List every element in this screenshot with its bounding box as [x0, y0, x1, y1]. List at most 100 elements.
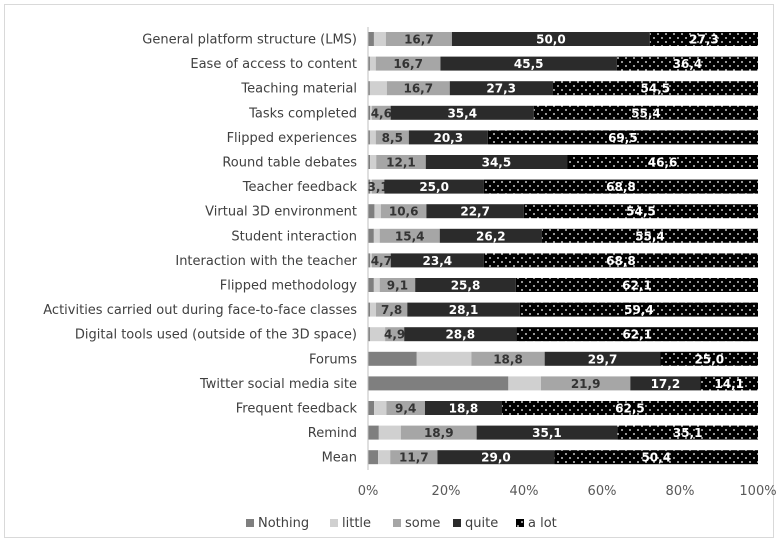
bar-segment-quite — [384, 179, 484, 194]
bar-segment-some — [376, 302, 408, 317]
bar-segment-some — [386, 81, 450, 96]
bar-segment-some — [471, 351, 545, 366]
data-label: 10,6 — [389, 205, 419, 219]
x-axis: 0% 20% 40% 60% 80% 100% — [358, 27, 777, 499]
bar-segment-quite — [408, 130, 488, 145]
data-label: 25,0 — [419, 180, 449, 194]
bar-segment-quite — [424, 401, 502, 415]
bar-segment-a-lot — [523, 204, 758, 219]
category-label: Flipped experiences — [227, 131, 358, 146]
x-tick-label: 80% — [666, 484, 695, 499]
bar-segment-quite — [544, 351, 661, 366]
bar-segment-nothing — [368, 425, 379, 440]
bar-segment-nothing — [368, 81, 370, 96]
legend-swatch — [330, 519, 338, 527]
data-label: 59,4 — [624, 303, 654, 317]
category-label: Ease of access to content — [190, 57, 357, 72]
bar-segment-nothing — [368, 32, 374, 46]
data-label: 29,7 — [588, 352, 618, 366]
bar-segment-a-lot — [552, 81, 758, 96]
category-label: Twitter social media site — [199, 377, 357, 392]
bar-segment-a-lot — [516, 327, 758, 342]
bar-segment-quite — [449, 81, 553, 96]
bar-segment-little — [416, 351, 472, 366]
x-tick-label: 60% — [588, 484, 617, 499]
legend: Nothing little some quite a lot — [246, 516, 557, 531]
category-label: Interaction with the teacher — [175, 254, 357, 269]
bar-segment-little — [508, 376, 541, 391]
data-label: 16,7 — [403, 82, 433, 96]
data-label: 18,8 — [449, 402, 479, 416]
bar-segment-some — [390, 450, 438, 465]
bar-segment-quite — [451, 32, 650, 46]
data-label: 46,6 — [648, 156, 678, 170]
data-label: 54,5 — [626, 205, 656, 219]
bar-segment-quite — [439, 228, 542, 243]
data-label: 23,4 — [423, 254, 453, 268]
bar-segment-little — [374, 204, 381, 219]
data-label: 15,4 — [395, 229, 425, 243]
data-label: 68,8 — [606, 180, 636, 194]
bar-segment-quite — [407, 302, 520, 317]
bar-segment-a-lot — [616, 56, 758, 71]
category-label: Digital tools used (outside of the 3D sp… — [75, 328, 357, 343]
data-label: 27,3 — [689, 33, 719, 47]
category-label: Remind — [308, 426, 357, 441]
bar-segment-some — [386, 401, 425, 415]
category-labels: General platform structure (LMS) Ease of … — [43, 33, 357, 466]
bar-segment-nothing — [368, 351, 417, 366]
legend-label: some — [405, 516, 440, 531]
bar-segment-quite — [404, 327, 517, 342]
bar-segment-some — [379, 228, 440, 243]
data-label: 4,9 — [384, 328, 405, 342]
bar-segment-quite — [476, 425, 618, 440]
bar-segment-some — [379, 278, 416, 292]
data-label: 18,9 — [424, 426, 454, 440]
data-label: 35,1 — [673, 426, 703, 440]
bar-segment-nothing — [368, 278, 374, 292]
bar-segment-quite — [415, 278, 516, 292]
data-label: 11,7 — [399, 451, 429, 465]
bar-segment-nothing — [368, 401, 375, 415]
legend-swatch — [516, 519, 524, 527]
data-label: 18,8 — [493, 352, 523, 366]
bar-segment-nothing — [368, 130, 370, 145]
legend-swatch — [246, 519, 254, 527]
bar-segment-nothing — [368, 204, 375, 219]
bar-segment-a-lot — [483, 253, 758, 268]
category-label: Tasks completed — [248, 106, 357, 121]
bar-segment-little — [370, 302, 377, 317]
data-label: 26,2 — [476, 229, 506, 243]
data-label: 7,8 — [381, 303, 402, 317]
bar-segment-nothing — [368, 228, 374, 243]
data-label: 9,4 — [395, 402, 416, 416]
bar-segment-little — [369, 130, 376, 145]
category-label: Round table debates — [222, 156, 357, 171]
bar-segment-little — [373, 228, 380, 243]
data-label: 35,1 — [532, 426, 562, 440]
bar-segment-quite — [437, 450, 555, 465]
bar-segment-little — [373, 32, 386, 46]
bar-segment-quite — [425, 155, 568, 169]
data-label: 35,4 — [447, 106, 477, 120]
bar-segment-nothing — [368, 450, 379, 465]
data-label: 17,2 — [651, 377, 681, 391]
bar-segment-a-lot — [700, 376, 758, 391]
bar-segment-nothing — [368, 179, 370, 194]
data-label: 20,3 — [433, 131, 463, 145]
bar-segment-little — [369, 327, 386, 342]
bar-segment-a-lot — [617, 425, 758, 440]
bar-segment-some — [375, 130, 409, 145]
bar-segment-a-lot — [515, 278, 758, 292]
bar-segment-little — [369, 179, 372, 194]
data-label: 27,3 — [486, 82, 516, 96]
data-label: 36,4 — [673, 57, 703, 71]
bar-segment-a-lot — [483, 179, 758, 194]
bar-segment-little — [369, 253, 372, 268]
bar-segment-some — [400, 425, 477, 440]
legend-swatch — [393, 519, 401, 527]
bar-segment-a-lot — [501, 401, 758, 415]
legend-label: little — [342, 516, 371, 531]
bar-segment-nothing — [368, 105, 371, 120]
bar-segment-quite — [390, 253, 484, 268]
